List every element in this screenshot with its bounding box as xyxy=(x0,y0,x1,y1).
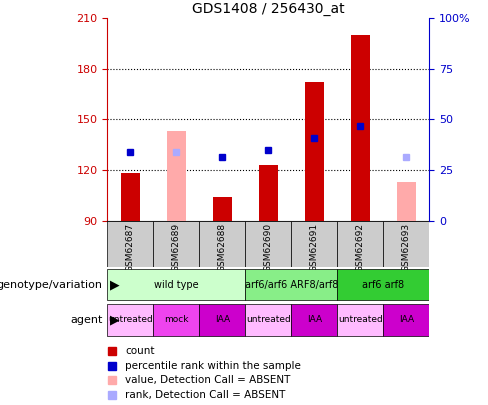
Text: agent: agent xyxy=(70,315,102,325)
Bar xyxy=(245,304,291,336)
Bar xyxy=(153,304,200,336)
Text: mock: mock xyxy=(164,315,189,324)
Bar xyxy=(351,35,369,221)
Bar xyxy=(107,304,153,336)
Text: genotype/variation: genotype/variation xyxy=(0,279,102,290)
Text: GSM62691: GSM62691 xyxy=(310,223,319,272)
Bar xyxy=(167,131,185,221)
Bar xyxy=(291,304,337,336)
Text: IAA: IAA xyxy=(399,315,414,324)
Bar xyxy=(213,197,232,221)
Text: rank, Detection Call = ABSENT: rank, Detection Call = ABSENT xyxy=(125,390,285,400)
Text: wild type: wild type xyxy=(154,279,199,290)
Bar xyxy=(200,221,245,267)
Bar xyxy=(397,182,416,221)
Text: value, Detection Call = ABSENT: value, Detection Call = ABSENT xyxy=(125,375,290,385)
Text: GSM62693: GSM62693 xyxy=(402,223,411,272)
Bar xyxy=(305,82,324,221)
Bar xyxy=(291,221,337,267)
Text: GSM62690: GSM62690 xyxy=(264,223,273,272)
Bar xyxy=(245,269,337,300)
Bar xyxy=(384,304,429,336)
Text: GSM62687: GSM62687 xyxy=(126,223,135,272)
Bar xyxy=(337,304,384,336)
Text: untreated: untreated xyxy=(338,315,383,324)
Text: GSM62688: GSM62688 xyxy=(218,223,227,272)
Bar xyxy=(200,304,245,336)
Bar xyxy=(153,221,200,267)
Text: GSM62692: GSM62692 xyxy=(356,223,365,272)
Text: IAA: IAA xyxy=(307,315,322,324)
Bar xyxy=(245,221,291,267)
Text: ▶: ▶ xyxy=(110,278,120,291)
Bar xyxy=(337,269,429,300)
Text: arf6/arf6 ARF8/arf8: arf6/arf6 ARF8/arf8 xyxy=(244,279,338,290)
Text: ▶: ▶ xyxy=(110,313,120,326)
Bar xyxy=(337,221,384,267)
Text: IAA: IAA xyxy=(215,315,230,324)
Text: GSM62689: GSM62689 xyxy=(172,223,181,272)
Text: untreated: untreated xyxy=(108,315,153,324)
Bar xyxy=(121,173,140,221)
Text: arf6 arf8: arf6 arf8 xyxy=(363,279,405,290)
Text: percentile rank within the sample: percentile rank within the sample xyxy=(125,361,301,371)
Bar xyxy=(259,165,278,221)
Title: GDS1408 / 256430_at: GDS1408 / 256430_at xyxy=(192,2,345,16)
Bar xyxy=(107,221,153,267)
Bar xyxy=(107,269,245,300)
Bar xyxy=(384,221,429,267)
Text: count: count xyxy=(125,346,155,356)
Text: untreated: untreated xyxy=(246,315,291,324)
